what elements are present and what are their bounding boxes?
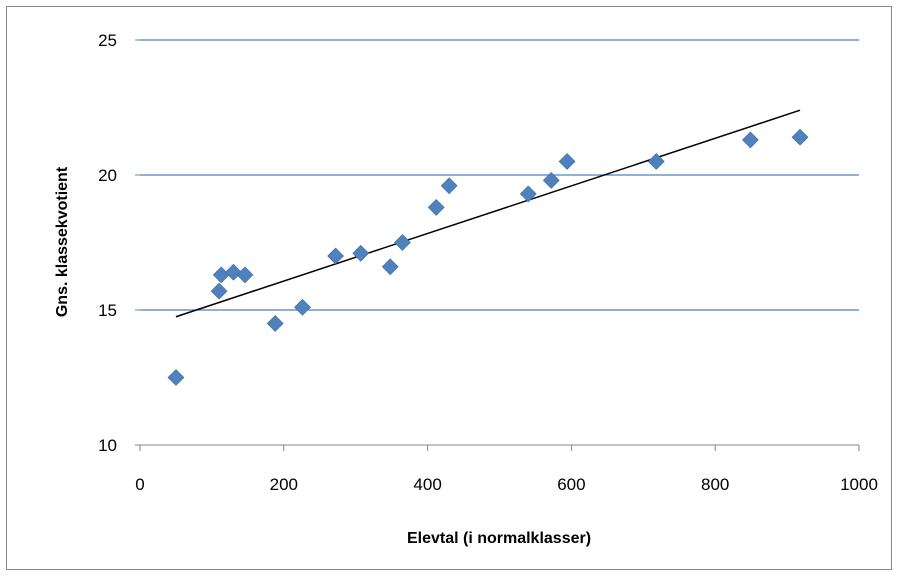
y-axis-title: Gns. klassekvotient xyxy=(54,166,71,317)
gridlines xyxy=(140,39,859,311)
data-point xyxy=(791,128,809,146)
trendline-group xyxy=(175,109,801,318)
x-tick-label: 600 xyxy=(557,475,585,494)
data-point xyxy=(294,298,311,316)
data-point xyxy=(558,153,576,170)
data-point xyxy=(519,185,537,203)
data-point xyxy=(394,234,411,251)
x-tick-labels: 0 200 400 600 800 1000 xyxy=(135,475,878,494)
data-point xyxy=(266,315,284,332)
y-tick-label: 20 xyxy=(98,166,117,185)
axes xyxy=(135,39,860,451)
chart-area xyxy=(6,6,892,570)
x-tick-label: 0 xyxy=(135,475,144,494)
x-axis-title: Elevtal (i normalklasser) xyxy=(407,530,591,547)
data-point xyxy=(212,266,230,284)
data-point xyxy=(225,263,242,281)
data-point xyxy=(327,247,344,265)
x-tick-label: 1000 xyxy=(840,475,878,494)
data-point xyxy=(167,369,185,386)
y-tick-label: 25 xyxy=(98,31,117,50)
x-tick-label: 800 xyxy=(701,475,729,494)
data-point xyxy=(381,258,399,276)
x-tick-label: 400 xyxy=(413,475,441,494)
data-point xyxy=(210,282,228,300)
data-points xyxy=(167,128,809,386)
data-point xyxy=(427,198,445,216)
y-tick-label: 15 xyxy=(98,301,117,320)
data-point xyxy=(742,131,759,149)
data-point xyxy=(440,177,458,195)
y-tick-label: 10 xyxy=(98,436,117,455)
data-point xyxy=(542,171,560,189)
trendline xyxy=(175,109,801,318)
x-tick-label: 200 xyxy=(270,475,298,494)
data-point xyxy=(352,244,370,262)
data-point xyxy=(236,266,254,284)
data-point xyxy=(647,153,665,170)
y-tick-labels: 10 15 20 25 xyxy=(98,31,117,455)
